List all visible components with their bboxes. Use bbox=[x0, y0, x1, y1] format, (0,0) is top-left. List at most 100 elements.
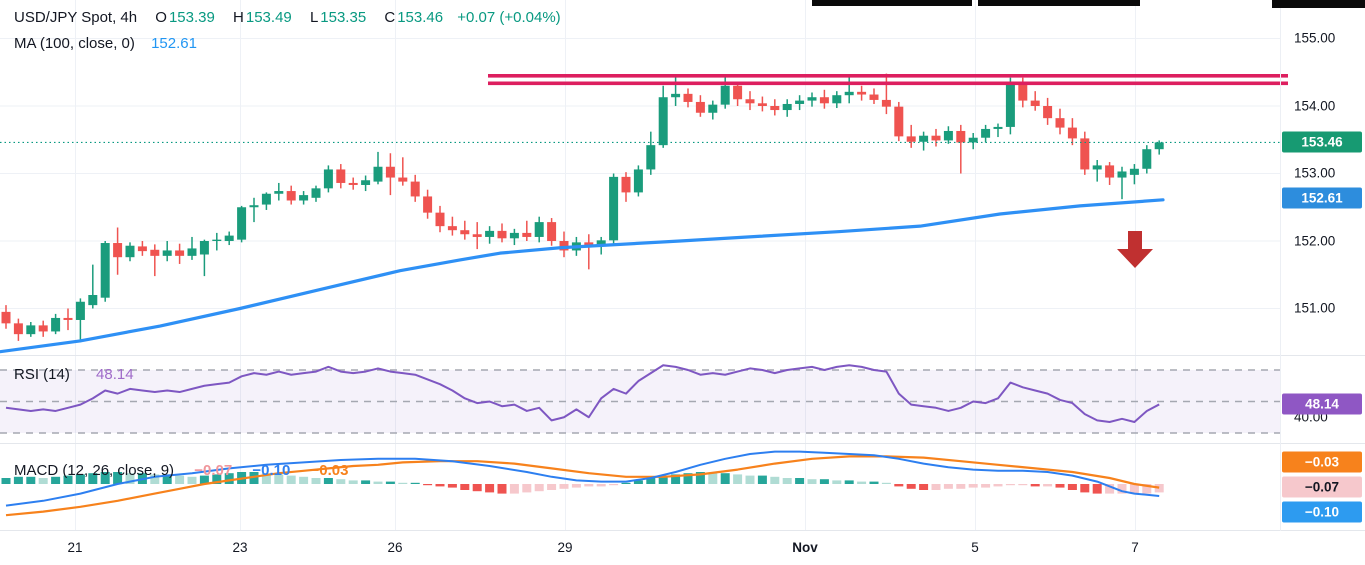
candle-body bbox=[286, 191, 296, 201]
macd-histogram-bar bbox=[1092, 484, 1102, 494]
axis-value-badge: 153.46 bbox=[1282, 131, 1362, 153]
macd-histogram-bar bbox=[336, 479, 346, 484]
candle-body bbox=[609, 176, 619, 241]
macd-histogram-bar bbox=[398, 482, 408, 484]
candle-body bbox=[547, 222, 557, 241]
candle-body bbox=[584, 242, 594, 247]
candle-body bbox=[894, 106, 904, 137]
macd-histogram-bar bbox=[497, 484, 507, 494]
candle-body bbox=[1055, 118, 1065, 128]
macd-histogram-bar bbox=[1043, 484, 1053, 487]
ma-value: 152.61 bbox=[151, 35, 197, 52]
macd-histogram-bar bbox=[460, 484, 470, 490]
candle-body bbox=[819, 97, 829, 104]
macd-histogram-bar bbox=[633, 480, 643, 484]
ma-label: MA (100, close, 0) bbox=[14, 35, 135, 52]
ma-legend[interactable]: MA (100, close, 0) 152.61 bbox=[14, 35, 197, 52]
low-value: 153.35 bbox=[320, 9, 367, 26]
candle-body bbox=[1067, 127, 1077, 139]
candle-body bbox=[807, 97, 817, 101]
macd-histogram-bar bbox=[38, 478, 48, 484]
time-axis-label: 29 bbox=[557, 540, 573, 555]
macd-histogram-bar bbox=[435, 484, 445, 487]
time-axis-label: 7 bbox=[1131, 540, 1139, 555]
ma100-line bbox=[0, 198, 1165, 354]
macd-histogram-bar bbox=[150, 474, 160, 484]
macd-histogram-bar bbox=[683, 473, 693, 484]
cropped-page-strip bbox=[1272, 0, 1365, 8]
candle-body bbox=[534, 222, 544, 237]
macd-histogram-bar bbox=[1105, 484, 1115, 494]
macd-histogram-bar bbox=[323, 478, 333, 484]
axis-value-badge: −0.03 bbox=[1282, 451, 1362, 473]
time-axis-label: 23 bbox=[232, 540, 248, 555]
close-label: C bbox=[384, 9, 396, 26]
candle-body bbox=[150, 249, 160, 256]
candle-body bbox=[373, 166, 383, 182]
macd-histogram-bar bbox=[75, 474, 85, 484]
macd-line-value: −0.10 bbox=[252, 462, 291, 479]
macd-histogram-bar bbox=[919, 484, 929, 490]
down-arrow-annotation[interactable] bbox=[1117, 231, 1153, 268]
macd-histogram-bar bbox=[1080, 484, 1090, 493]
candle-body bbox=[125, 245, 135, 258]
macd-histogram-bar bbox=[770, 476, 780, 484]
candle-body bbox=[1005, 83, 1015, 127]
candle-body bbox=[26, 325, 36, 335]
candle-body bbox=[671, 93, 681, 98]
rsi-value: 48.14 bbox=[96, 366, 134, 383]
candle-body bbox=[385, 166, 395, 178]
cropped-page-strip bbox=[812, 0, 972, 6]
candle-body bbox=[497, 230, 507, 239]
macd-histogram-bar bbox=[485, 484, 495, 493]
macd-histogram-bar bbox=[113, 472, 123, 484]
candle-body bbox=[175, 250, 185, 256]
candle-body bbox=[38, 325, 48, 332]
open-label: O bbox=[155, 9, 167, 26]
macd-histogram-bar bbox=[869, 481, 879, 484]
macd-histogram-bar bbox=[212, 474, 222, 484]
candle-body bbox=[13, 323, 23, 335]
candle-body bbox=[63, 317, 73, 320]
resistance-line-lower bbox=[488, 81, 1288, 86]
macd-histogram-bar bbox=[187, 476, 197, 484]
candle-body bbox=[212, 239, 222, 241]
candle-body bbox=[410, 181, 420, 197]
macd-histogram-bar bbox=[199, 475, 209, 484]
candle-body bbox=[1129, 168, 1139, 175]
macd-histogram-bar bbox=[621, 482, 631, 484]
candle-body bbox=[348, 182, 358, 185]
price-axis-label: 155.00 bbox=[1294, 30, 1336, 46]
candle-body bbox=[113, 243, 123, 258]
symbol-legend[interactable]: USD/JPY Spot, 4h O 153.39 H 153.49 L 153.35… bbox=[14, 9, 561, 26]
macd-legend[interactable]: MACD (12, 26, close, 9) −0.07 −0.10 −0.0… bbox=[14, 462, 348, 479]
macd-histogram-bar bbox=[286, 475, 296, 484]
price-axis-label: 151.00 bbox=[1294, 300, 1336, 316]
macd-histogram-bar bbox=[658, 475, 668, 484]
candle-body bbox=[658, 97, 668, 146]
candle-body bbox=[187, 248, 197, 256]
candle-body bbox=[51, 317, 61, 332]
macd-histogram-bar bbox=[981, 484, 991, 488]
candle-body bbox=[249, 205, 259, 208]
macd-histogram-bar bbox=[26, 476, 36, 484]
time-axis-label: 21 bbox=[67, 540, 83, 555]
candle-body bbox=[460, 230, 470, 235]
macd-histogram-bar bbox=[162, 474, 172, 484]
rsi-legend[interactable]: RSI (14) 48.14 bbox=[14, 366, 134, 383]
candle-body bbox=[1092, 165, 1102, 170]
macd-histogram-bar bbox=[956, 484, 966, 489]
high-label: H bbox=[233, 9, 244, 26]
price-axis-border bbox=[1280, 0, 1281, 531]
candle-body bbox=[795, 100, 805, 104]
macd-histogram-bar bbox=[385, 481, 395, 484]
candle-body bbox=[1030, 100, 1040, 106]
candle-body bbox=[708, 104, 718, 113]
candle-body bbox=[1117, 171, 1127, 178]
candle-body bbox=[646, 145, 656, 170]
macd-histogram-bar bbox=[249, 472, 259, 484]
price-axis-label: 153.00 bbox=[1294, 165, 1336, 181]
macd-histogram-bar bbox=[175, 475, 185, 484]
macd-histogram-bar bbox=[968, 484, 978, 488]
